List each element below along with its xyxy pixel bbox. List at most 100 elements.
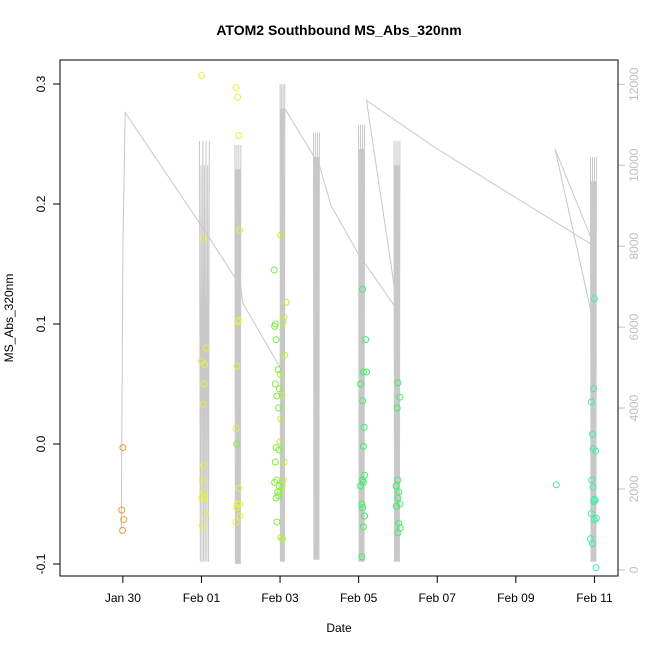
data-point xyxy=(589,445,597,453)
secondary-trace-line xyxy=(120,99,596,530)
data-point xyxy=(275,385,283,393)
data-point xyxy=(359,285,367,293)
y2-tick-label: 10000 xyxy=(627,148,641,182)
x-tick-label: Feb 07 xyxy=(419,591,457,605)
data-point xyxy=(235,484,243,492)
data-point xyxy=(592,564,600,572)
data-point xyxy=(357,380,365,388)
data-point xyxy=(277,231,285,239)
data-point xyxy=(359,368,367,376)
data-point xyxy=(273,476,281,484)
data-point xyxy=(392,502,400,510)
left-axis-group: -0.1 0.0 0.1 0.2 0.3 xyxy=(34,75,60,574)
data-point xyxy=(361,471,368,479)
x-tick-label: Feb 09 xyxy=(497,591,535,605)
y-tick-label: -0.1 xyxy=(34,553,48,574)
x-tick-label: Feb 03 xyxy=(261,591,299,605)
data-point xyxy=(590,295,598,303)
data-point xyxy=(394,529,402,537)
data-point xyxy=(199,400,207,408)
data-point xyxy=(234,316,242,324)
sweep-trace xyxy=(590,157,597,562)
x-tick-label: Jan 30 xyxy=(105,591,141,605)
data-point xyxy=(591,496,599,504)
data-point xyxy=(394,379,402,387)
data-point xyxy=(198,72,205,80)
data-point xyxy=(201,510,209,518)
data-point xyxy=(276,438,284,446)
points-group xyxy=(118,72,600,572)
plot-frame xyxy=(59,59,619,577)
data-point xyxy=(281,351,289,359)
data-point xyxy=(278,391,286,399)
data-point xyxy=(358,553,366,561)
data-point xyxy=(198,494,205,502)
data-point xyxy=(588,476,596,484)
data-point xyxy=(201,493,209,501)
sweep-trace xyxy=(393,140,401,562)
data-point xyxy=(119,444,127,452)
data-point xyxy=(359,523,367,531)
y2-tick-label: 2000 xyxy=(627,475,641,502)
data-point xyxy=(280,458,288,466)
data-point xyxy=(282,298,290,306)
chart-title: ATOM2 Southbound MS_Abs_320nm xyxy=(216,22,461,38)
y2-tick-label: 8000 xyxy=(627,232,641,259)
data-point xyxy=(199,462,207,470)
data-point xyxy=(278,482,286,490)
x-axis-group: Jan 30 Feb 01 Feb 03 Feb 05 Feb 07 Feb 09 Feb … xyxy=(105,576,613,605)
data-point xyxy=(363,368,370,376)
data-point xyxy=(271,380,279,388)
data-point xyxy=(236,512,244,520)
data-point xyxy=(394,494,402,502)
data-point xyxy=(234,318,242,326)
data-point xyxy=(587,510,595,518)
data-point xyxy=(232,518,240,526)
data-point xyxy=(232,424,240,432)
data-point xyxy=(232,84,240,92)
data-point xyxy=(275,492,282,500)
data-point xyxy=(590,498,598,506)
data-point xyxy=(234,500,242,508)
data-point xyxy=(279,318,287,326)
data-point xyxy=(233,362,241,370)
y2-tick-label: 12000 xyxy=(627,67,641,101)
data-point xyxy=(273,518,281,526)
data-point xyxy=(274,366,282,374)
data-point xyxy=(119,526,126,534)
y2-tick-label: 0 xyxy=(627,566,641,573)
data-point xyxy=(360,423,368,431)
data-point xyxy=(201,361,209,369)
data-point xyxy=(233,440,241,448)
data-point xyxy=(198,522,206,530)
data-point xyxy=(359,504,367,512)
data-point xyxy=(234,93,242,101)
sweep-trace xyxy=(358,124,365,562)
data-point xyxy=(277,415,285,423)
data-point xyxy=(233,504,241,512)
sweep-trace xyxy=(234,144,242,564)
data-point xyxy=(275,446,283,454)
data-point xyxy=(271,458,279,466)
data-point xyxy=(589,540,596,548)
secondary-line-group xyxy=(120,84,597,564)
data-point xyxy=(118,506,126,514)
data-point xyxy=(198,476,206,484)
y-tick-label: 0.2 xyxy=(34,195,48,212)
data-point xyxy=(277,534,285,542)
data-point xyxy=(358,500,366,508)
data-point xyxy=(273,392,281,400)
data-point xyxy=(235,132,243,140)
y2-tick-label: 4000 xyxy=(627,394,641,421)
data-point xyxy=(396,500,404,508)
data-point xyxy=(362,336,370,344)
data-point xyxy=(392,482,400,490)
x-axis-label: Date xyxy=(326,621,352,635)
data-point xyxy=(199,234,207,242)
y-tick-label: 0.1 xyxy=(34,315,48,332)
sweep-trace xyxy=(199,140,210,562)
data-point xyxy=(394,476,402,484)
data-point xyxy=(359,442,367,450)
data-point xyxy=(592,447,600,455)
data-point xyxy=(590,385,598,393)
